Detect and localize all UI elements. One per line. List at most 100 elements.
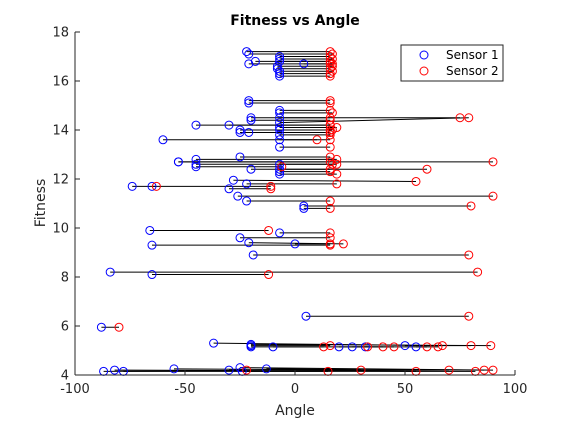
- sensor-1-point: [110, 365, 120, 375]
- legend: Sensor 1 Sensor 2: [400, 44, 504, 82]
- sensor-1-point: [275, 167, 285, 177]
- sensor-1-point: [235, 125, 245, 135]
- sensor-2-point: [479, 365, 489, 375]
- sensor-1-point: [147, 270, 157, 280]
- sensor-2-point: [327, 125, 337, 135]
- sensor-2-point: [332, 123, 342, 133]
- sensor-2-point: [325, 228, 335, 238]
- sensor-2-point: [422, 164, 432, 174]
- sensor-1-point: [275, 52, 285, 61]
- sensor-1-point: [242, 196, 252, 206]
- y-tick-label: 16: [52, 75, 69, 90]
- sensor-1-point: [246, 164, 256, 174]
- sensor-1-point: [145, 225, 155, 235]
- x-tick-label: -100: [60, 382, 90, 397]
- sensor-1-point: [275, 113, 285, 123]
- sensor-1-point: [275, 142, 285, 152]
- sensor-1-point: [242, 47, 252, 57]
- sensor-1-point: [224, 365, 234, 375]
- sensor-2-point: [325, 135, 335, 145]
- sensor-1-point: [275, 71, 285, 81]
- sensor-1-point: [411, 342, 421, 352]
- sensor-2-point: [325, 71, 335, 81]
- sensor-2-point: [325, 64, 335, 74]
- sensor-1-point: [299, 203, 309, 213]
- sensor-2-point: [325, 120, 335, 130]
- sensor-1-point: [275, 54, 285, 64]
- sensor-2-point: [332, 179, 342, 189]
- sensor-2-point: [338, 239, 348, 249]
- sensor-1-point: [275, 135, 285, 145]
- sensor-2-point: [325, 127, 335, 137]
- legend-box: [400, 44, 504, 82]
- sensor-1-point: [261, 364, 271, 374]
- sensor-2-point: [325, 115, 335, 125]
- sensor-2-point: [114, 322, 124, 332]
- x-axis-label: Angle: [275, 403, 315, 419]
- sensor-1-point: [275, 108, 285, 118]
- sensor-2-point: [325, 142, 335, 152]
- sensor-2-point: [325, 196, 335, 206]
- y-tick-label: 10: [52, 222, 69, 237]
- sensor-2-point: [325, 164, 335, 174]
- sensor-1-point: [235, 127, 245, 137]
- sensor-1-point: [147, 240, 157, 250]
- sensor-2-point: [325, 239, 335, 249]
- sensor-2-point: [464, 113, 474, 123]
- sensor-2-point: [464, 311, 474, 321]
- sensor-2-point: [325, 96, 335, 106]
- sensor-2-point: [389, 342, 399, 352]
- sensor-1-point: [158, 135, 168, 145]
- sensor-2-point: [325, 203, 335, 213]
- sensor-1-point: [360, 342, 370, 352]
- legend-marker-sensor-2: [419, 66, 429, 76]
- sensor-2-point: [488, 191, 498, 201]
- sensor-1-point: [275, 125, 285, 135]
- sensor-1-point: [246, 342, 256, 352]
- sensor-1-point: [224, 184, 234, 194]
- sensor-1-point: [191, 120, 201, 130]
- sensor-2-point: [455, 113, 465, 123]
- y-tick-label: 4: [61, 369, 69, 384]
- sensor-1-point: [290, 239, 300, 249]
- sensor-2-point: [433, 342, 443, 352]
- sensor-1-point: [299, 59, 309, 69]
- sensor-1-point: [224, 120, 234, 130]
- sensor-2-point: [411, 176, 421, 186]
- pair-line: [233, 179, 417, 182]
- sensor-2-point: [466, 341, 476, 351]
- sensor-2-point: [325, 69, 335, 79]
- legend-label-sensor-1: Sensor 1: [446, 48, 499, 62]
- sensor-1-point: [173, 157, 183, 167]
- sensor-2-point: [466, 201, 476, 211]
- y-tick-label: 8: [61, 271, 69, 286]
- pair-line: [173, 368, 362, 371]
- sensor-1-point: [96, 322, 106, 332]
- sensor-2-point: [266, 181, 276, 191]
- y-tick-label: 14: [52, 124, 69, 139]
- sensor-1-point: [275, 118, 285, 128]
- sensor-2-point: [151, 181, 161, 191]
- axes: -100 -50 0 50 100 4 6 8 10 12 14 16 18: [52, 26, 527, 398]
- sensor-2-point: [264, 225, 274, 235]
- sensor-2-point: [325, 233, 335, 243]
- sensor-1-point: [209, 338, 219, 348]
- pair-line: [279, 117, 469, 124]
- sensor-2-point: [488, 365, 498, 375]
- sensor-1-point: [299, 201, 309, 211]
- pair-lines-layer: [101, 51, 494, 372]
- sensor-2-point: [363, 342, 373, 352]
- sensor-1-point: [244, 238, 254, 248]
- sensor-2-points-layer: [114, 47, 498, 376]
- sensor-2-point: [422, 342, 432, 352]
- sensor-2-point: [325, 52, 335, 61]
- x-tick-label: -50: [174, 382, 195, 397]
- sensor-2-point: [325, 98, 335, 108]
- sensor-1-point: [275, 159, 285, 169]
- sensor-2-point: [325, 167, 335, 177]
- sensor-2-point: [242, 365, 252, 375]
- sensor-2-point: [378, 342, 388, 352]
- y-tick-label: 12: [52, 173, 69, 188]
- sensor-2-point: [327, 66, 337, 76]
- sensor-2-point: [488, 157, 498, 167]
